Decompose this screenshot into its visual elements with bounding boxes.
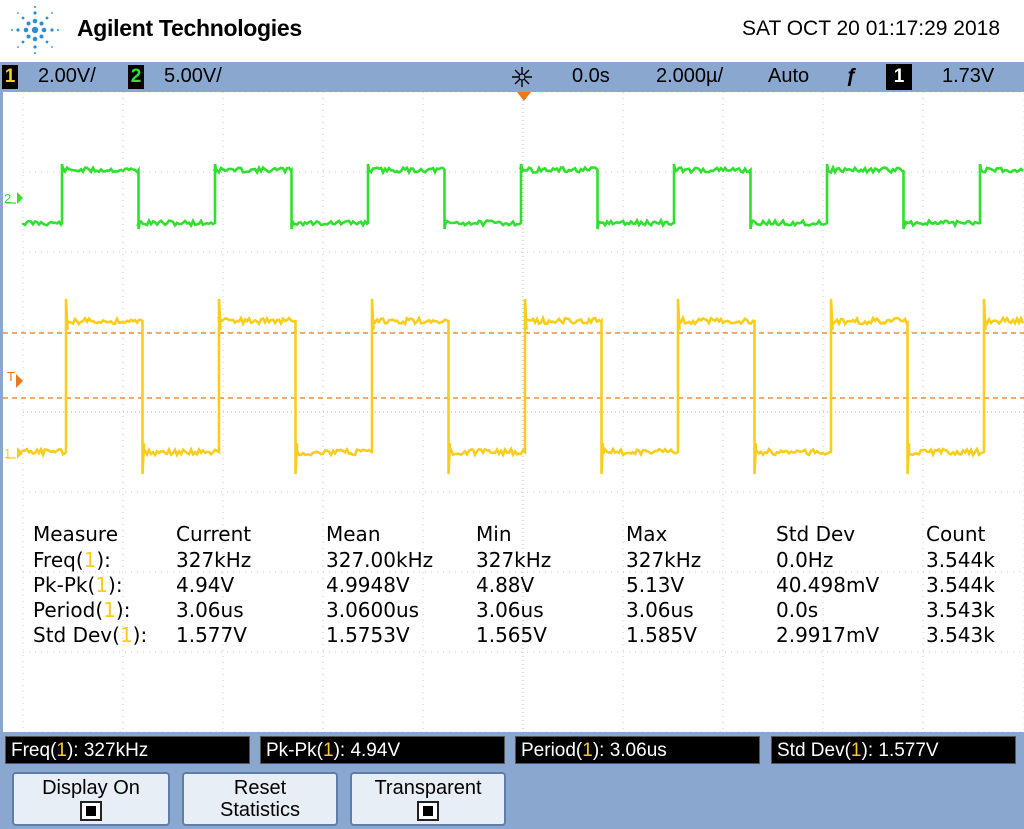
channel-1-ground-marker-icon bbox=[6, 447, 23, 459]
softkey-transparent[interactable]: Transparent bbox=[350, 772, 506, 826]
measure-value-std: 40.498mV bbox=[776, 573, 880, 597]
softkey-display-on[interactable]: Display On bbox=[12, 772, 170, 826]
measure-row-label: Freq(1): bbox=[33, 548, 111, 572]
measure-value-mean: 327.00kHz bbox=[326, 548, 434, 572]
measurement-summary-box[interactable]: Std Dev(1): 1.577V bbox=[771, 736, 1016, 764]
channel-2-waveform bbox=[21, 163, 1024, 230]
channel-1-waveform bbox=[21, 298, 1024, 475]
time-delay[interactable]: 0.0s bbox=[572, 65, 610, 87]
measure-value-count: 3.544k bbox=[926, 548, 995, 572]
measure-value-max: 1.585V bbox=[626, 623, 697, 647]
measure-value-max: 327kHz bbox=[626, 548, 702, 572]
softkey-label: Reset bbox=[233, 777, 287, 799]
channel-1-badge[interactable]: 1 bbox=[2, 65, 18, 89]
measure-value-current: 4.94V bbox=[176, 573, 235, 597]
measure-value-mean: 3.0600us bbox=[326, 598, 420, 622]
measure-value-current: 327kHz bbox=[176, 548, 252, 572]
measure-value-current: 1.577V bbox=[176, 623, 247, 647]
agilent-spark-logo-icon bbox=[11, 6, 59, 54]
measure-value-min: 4.88V bbox=[476, 573, 535, 597]
measure-header-5: Std Dev bbox=[776, 522, 856, 546]
measure-value-std: 0.0s bbox=[776, 598, 819, 622]
measurement-summary-box[interactable]: Pk-Pk(1): 4.94V bbox=[260, 736, 505, 764]
measure-value-min: 3.06us bbox=[476, 598, 544, 622]
status-bar: 1 2.00V/ 2 5.00V/ 0.0s 2.000µ/ Auto ƒ 1 … bbox=[0, 62, 1024, 92]
measurement-statistics-table: Measure Current Mean Min Max Std Dev Count Freq… bbox=[3, 92, 1024, 732]
softkey-label: Transparent bbox=[374, 777, 482, 799]
checkbox-icon bbox=[80, 801, 102, 821]
measure-value-std: 2.9917mV bbox=[776, 623, 880, 647]
trigger-source-badge[interactable]: 1 bbox=[886, 64, 912, 90]
measure-header-0: Measure bbox=[33, 522, 118, 546]
measure-value-count: 3.543k bbox=[926, 598, 995, 622]
softkey-label: Statistics bbox=[219, 799, 301, 821]
measure-value-mean: 1.5753V bbox=[326, 623, 410, 647]
trigger-mode[interactable]: Auto bbox=[768, 65, 810, 87]
measure-row-label: Std Dev(1): bbox=[33, 623, 148, 647]
softkey-label: Display On bbox=[42, 777, 140, 799]
channel-1-scale[interactable]: 2.00V/ bbox=[38, 65, 96, 87]
channel-2-scale[interactable]: 5.00V/ bbox=[164, 65, 222, 87]
softkey-bar: Freq(1): 327kHz Pk-Pk(1): 4.94V Period(1):… bbox=[0, 732, 1024, 829]
measure-value-max: 5.13V bbox=[626, 573, 685, 597]
horizontal-delay-icon bbox=[512, 67, 532, 87]
measure-value-max: 3.06us bbox=[626, 598, 694, 622]
measure-value-std: 0.0Hz bbox=[776, 548, 834, 572]
measure-header-1: Current bbox=[176, 522, 252, 546]
measurement-summary-box[interactable]: Freq(1): 327kHz bbox=[5, 736, 250, 764]
channel-2-badge[interactable]: 2 bbox=[128, 65, 144, 89]
measure-value-count: 3.543k bbox=[926, 623, 995, 647]
measure-header-2: Mean bbox=[326, 522, 381, 546]
waveform-display[interactable]: 2 T 1 Measure Current Mean Min Max Std Dev Cou… bbox=[0, 92, 1024, 732]
measure-header-4: Max bbox=[626, 522, 668, 546]
trigger-slope-icon: ƒ bbox=[846, 65, 858, 87]
title-bar: Agilent Technologies SAT OCT 20 01:17:29… bbox=[0, 0, 1024, 62]
measure-value-count: 3.544k bbox=[926, 573, 995, 597]
measure-header-3: Min bbox=[476, 522, 512, 546]
trigger-level-marker-icon bbox=[16, 374, 23, 388]
measure-row-label: Pk-Pk(1): bbox=[33, 573, 123, 597]
measure-value-min: 1.565V bbox=[476, 623, 547, 647]
measure-row-label: Period(1): bbox=[33, 598, 131, 622]
checkbox-icon bbox=[417, 801, 439, 821]
channel-2-marker: 2 bbox=[4, 191, 11, 206]
softkey-reset[interactable]: Reset Statistics bbox=[182, 772, 338, 826]
trigger-level[interactable]: 1.73V bbox=[942, 65, 995, 87]
channel-1-marker: 1 bbox=[4, 446, 11, 461]
graticule: 2 T 1 bbox=[3, 92, 1024, 732]
measure-value-min: 327kHz bbox=[476, 548, 552, 572]
trigger-position-marker-icon bbox=[517, 92, 531, 101]
measure-header-6: Count bbox=[926, 522, 986, 546]
measure-value-mean: 4.9948V bbox=[326, 573, 410, 597]
date-time: SAT OCT 20 01:17:29 2018 bbox=[741, 17, 1000, 40]
measure-value-current: 3.06us bbox=[176, 598, 244, 622]
time-scale[interactable]: 2.000µ/ bbox=[656, 65, 724, 87]
measurement-summary-box[interactable]: Period(1): 3.06us bbox=[515, 736, 760, 764]
brand-name: Agilent Technologies bbox=[77, 15, 302, 41]
trigger-marker: T bbox=[7, 369, 15, 384]
channel-2-ground-marker-icon bbox=[6, 192, 23, 204]
